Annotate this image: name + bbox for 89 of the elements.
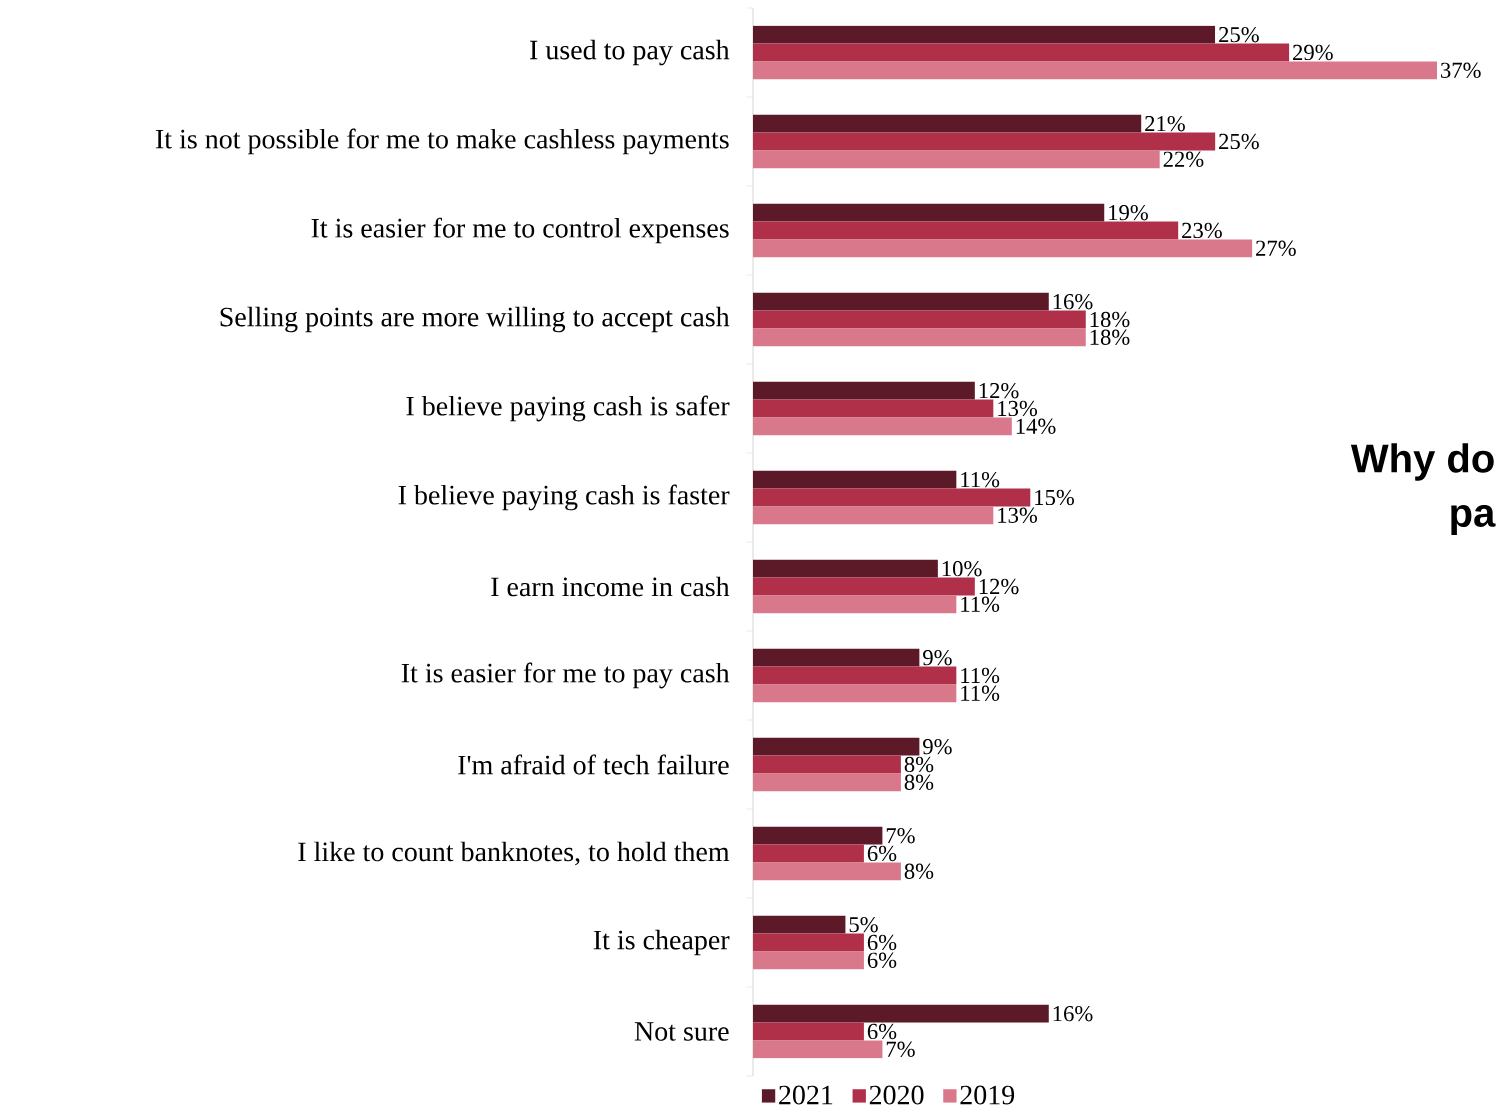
bar (753, 43, 1290, 62)
data-label: 6% (867, 845, 897, 862)
annotation: Why do (1350, 443, 1494, 481)
bar (753, 951, 864, 970)
data-label: 6% (867, 952, 897, 968)
bar (753, 399, 994, 418)
data-label: 11% (961, 596, 1000, 612)
bar (753, 844, 864, 863)
data-label: 12% (979, 578, 1019, 595)
data-label: 13% (998, 400, 1038, 417)
bar (753, 310, 1086, 329)
legend-label: 2021 (779, 1085, 833, 1105)
bar (753, 150, 1160, 169)
bar (753, 488, 1031, 507)
bar (753, 1040, 883, 1059)
data-label: 11% (961, 667, 1000, 684)
bar (753, 773, 901, 792)
data-label: 15% (1035, 489, 1075, 506)
data-label: 16% (1053, 1006, 1093, 1022)
data-label: 16% (1053, 294, 1093, 310)
data-label: 9% (923, 739, 952, 755)
data-label: 25% (1219, 133, 1259, 150)
bar (753, 328, 1086, 347)
bar (753, 648, 920, 667)
y-tick-label: It is easier for me to pay cash (401, 662, 730, 689)
bar (753, 203, 1105, 222)
data-label: 23% (1182, 222, 1222, 239)
data-label: 22% (1163, 151, 1204, 167)
bar (753, 292, 1049, 311)
data-label: 8% (904, 774, 934, 790)
bar (753, 417, 1012, 436)
bar (753, 506, 994, 525)
data-label: 11% (961, 472, 1000, 488)
data-label: 13% (998, 507, 1038, 523)
data-label: 19% (1109, 205, 1148, 221)
data-label: 29% (1293, 44, 1333, 61)
bar (753, 755, 901, 774)
y-tick-label: I like to count banknotes, to hold them (298, 841, 730, 866)
data-label: 8% (904, 756, 934, 773)
data-label: 6% (867, 934, 897, 951)
bar (753, 666, 957, 685)
data-label: 21% (1145, 116, 1185, 132)
bar (753, 862, 901, 881)
y-tick-label: I believe paying cash is safer (406, 395, 730, 422)
bar (753, 132, 1216, 151)
bar (753, 470, 957, 489)
bar (753, 25, 1216, 44)
legend-label: 2020 (869, 1085, 924, 1105)
bar (753, 1004, 1049, 1023)
text: pa (1451, 505, 1496, 535)
bar (753, 577, 975, 596)
bar (753, 114, 1142, 133)
y-tick-label: I earn income in cash (491, 576, 730, 597)
data-label: 7% (886, 828, 915, 844)
y-tick-label: Not sure (634, 1022, 729, 1041)
y-tick-label: It is not possible for me to make cashless payments (155, 128, 729, 155)
bar (753, 737, 920, 756)
data-label: 18% (1090, 329, 1130, 345)
bar (753, 684, 957, 703)
y-tick-label: It is easier for me to control expenses (311, 217, 729, 244)
bar (753, 826, 883, 845)
bar (753, 595, 957, 614)
data-label: 8% (904, 863, 934, 879)
data-label: 6% (867, 1023, 897, 1040)
bar (753, 915, 846, 934)
data-label: 11% (961, 685, 1000, 701)
bar (753, 239, 1253, 258)
data-label: 5% (849, 917, 878, 933)
bar (753, 933, 864, 952)
data-label: 37% (1441, 62, 1481, 78)
data-label: 9% (923, 650, 952, 666)
data-label: 7% (886, 1041, 915, 1057)
bar (753, 381, 975, 400)
y-tick-label: I used to pay cash (530, 39, 730, 66)
legend-label: 2019 (960, 1085, 1015, 1105)
data-label: 12% (979, 383, 1019, 399)
data-label: 18% (1090, 311, 1130, 328)
y-tick-label: I believe paying cash is faster (398, 484, 730, 511)
data-label: 25% (1219, 27, 1259, 43)
y-tick-label: Selling points are more willing to accept cash (220, 306, 730, 333)
bar (753, 1022, 864, 1041)
bar (753, 61, 1437, 80)
data-label: 27% (1256, 240, 1296, 256)
y-tick-label: I'm afraid of tech failure (458, 754, 729, 775)
data-label: 14% (1016, 418, 1056, 434)
y-tick-label: It is cheaper (593, 929, 730, 956)
bar (753, 559, 938, 578)
bar (753, 221, 1179, 240)
data-label: 10% (942, 561, 982, 577)
